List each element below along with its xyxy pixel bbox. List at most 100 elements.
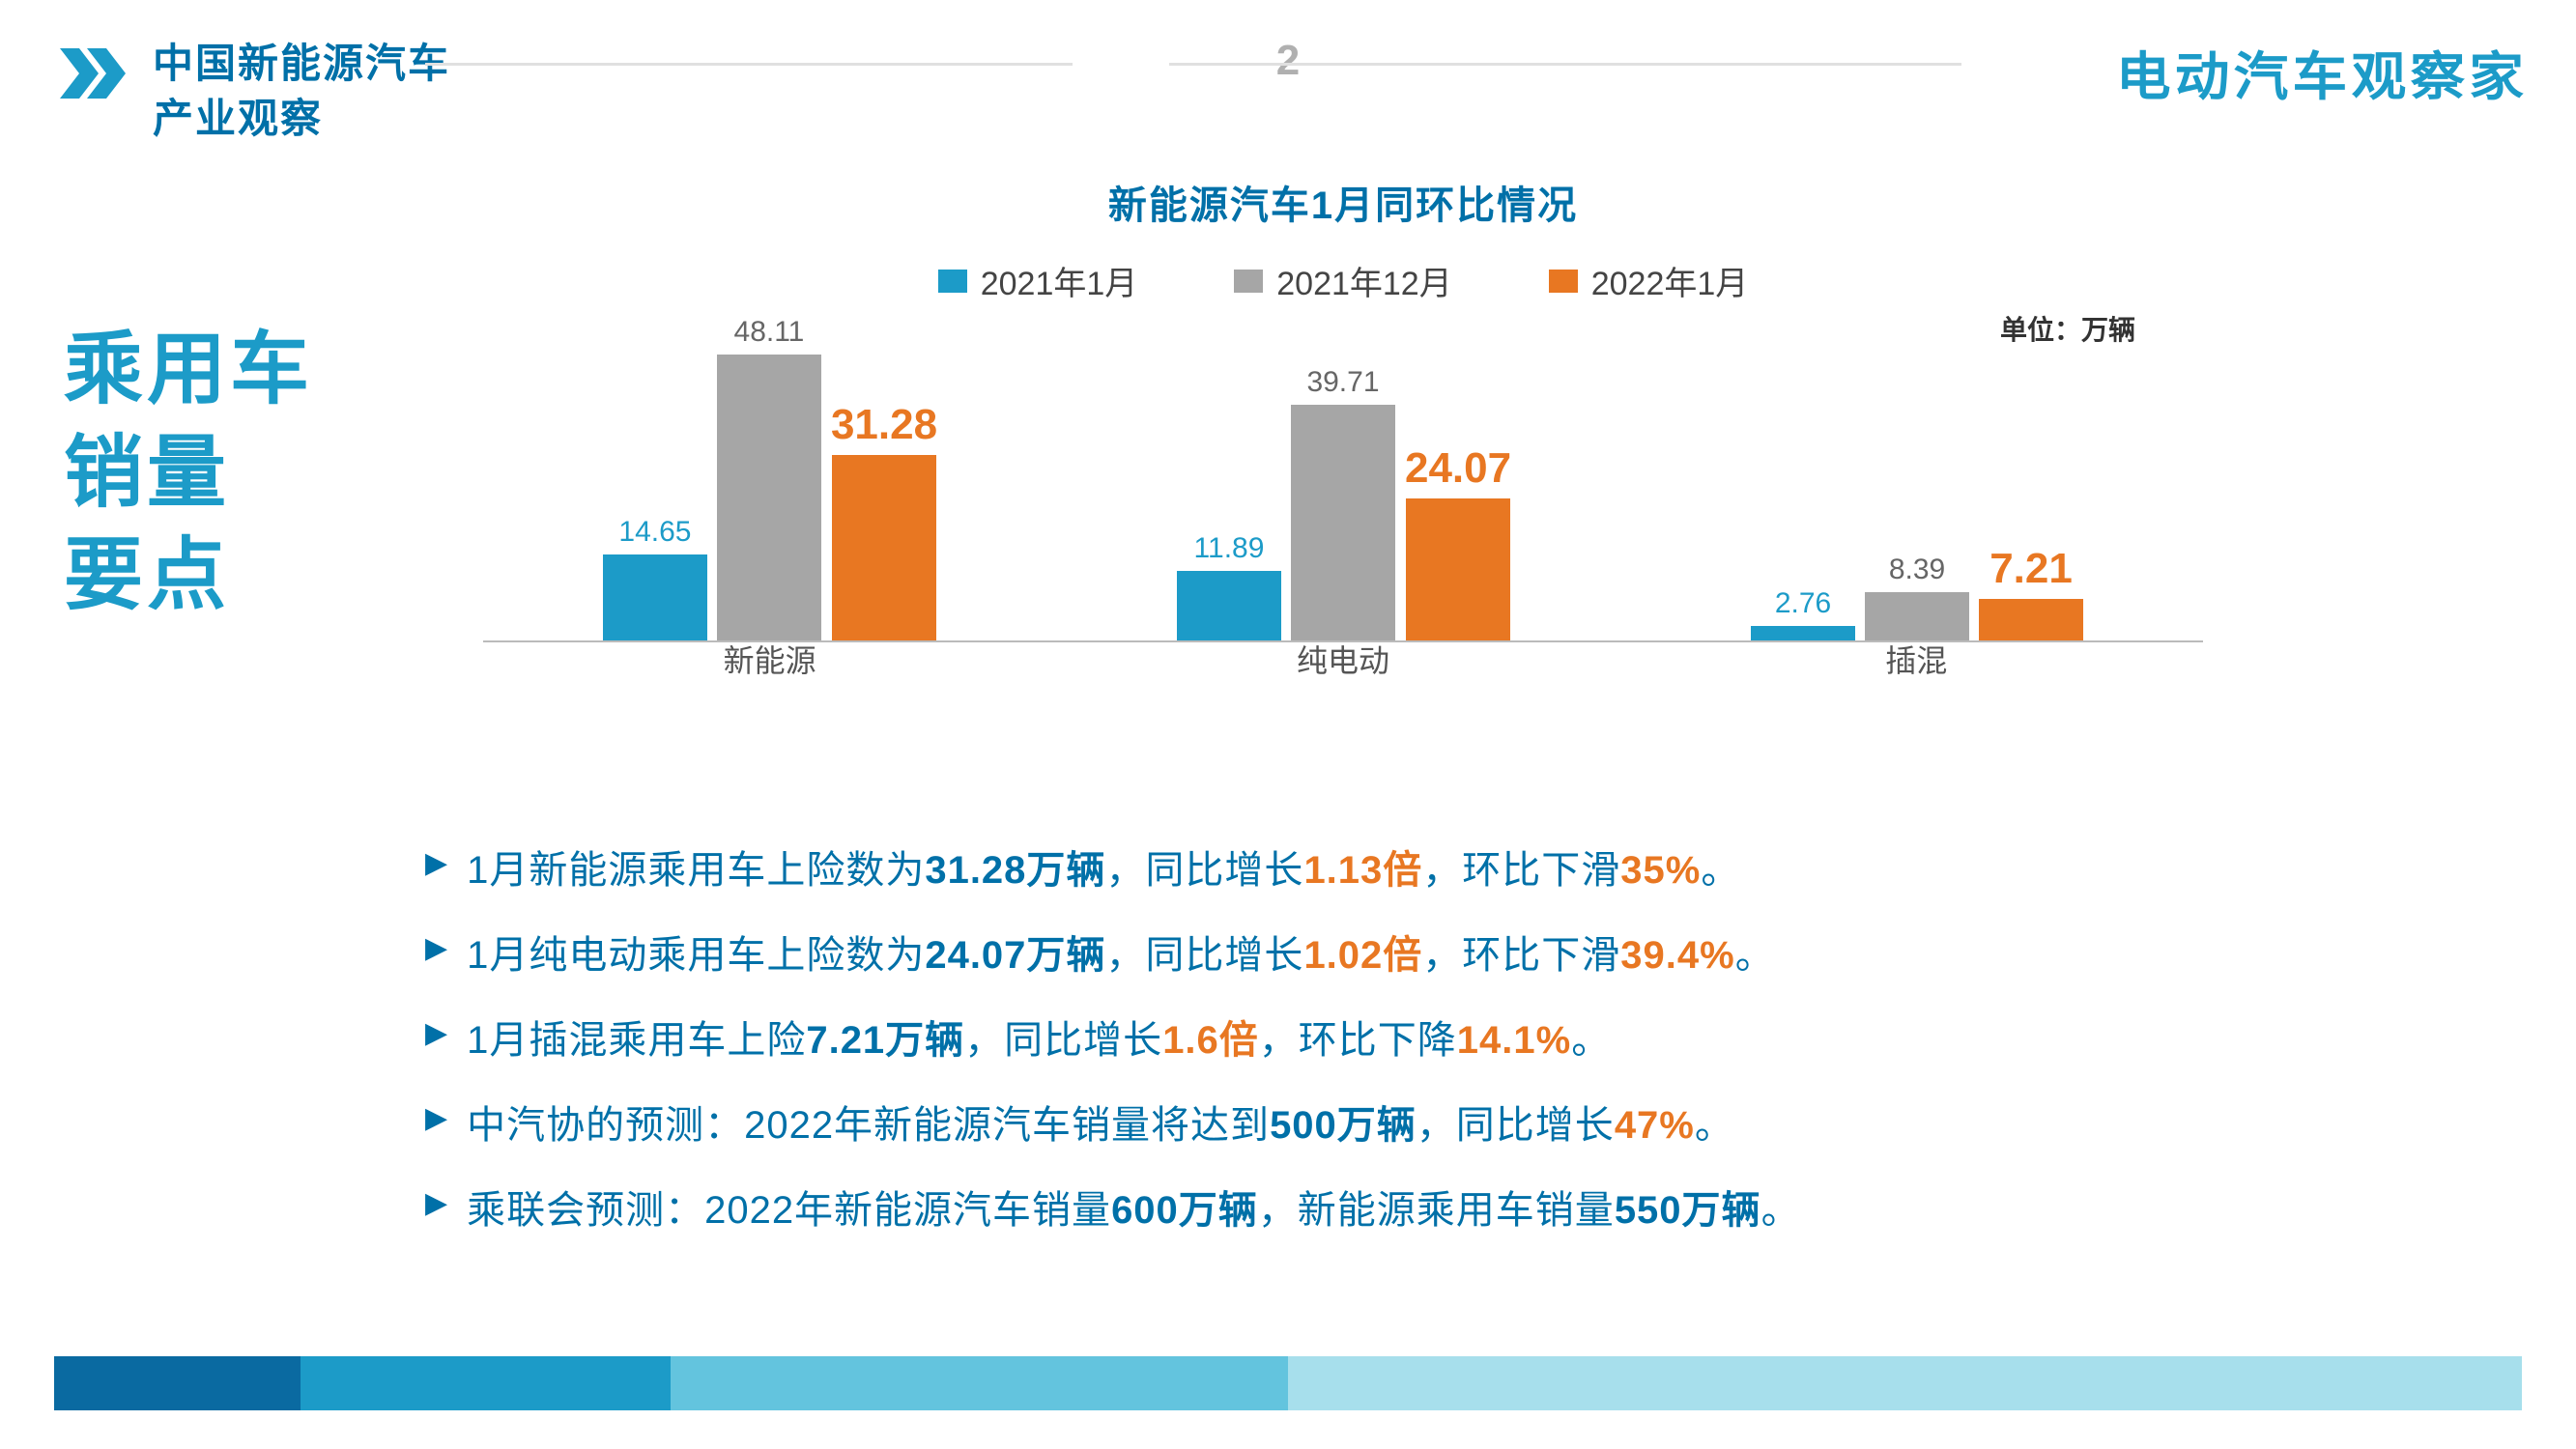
category-label: 新能源 xyxy=(601,637,939,681)
bar-value-label: 7.21 xyxy=(1989,545,2073,593)
bar xyxy=(832,455,936,642)
text-run: ，同比增长 xyxy=(1105,934,1303,977)
text-run: 中汽协的预测：2022年新能源汽车销量将达到 xyxy=(467,1104,1270,1147)
legend-label: 2021年1月 xyxy=(981,257,1138,304)
bold-text: 500万辆 xyxy=(1270,1104,1417,1147)
bullet-text: 1月纯电动乘用车上险数为24.07万辆，同比增长1.02倍，环比下滑39.4%。 xyxy=(467,925,1775,985)
footer-segment xyxy=(1288,1356,2522,1410)
text-run: 。 xyxy=(1761,1189,1801,1232)
highlight-text: 1.13倍 xyxy=(1303,849,1422,892)
text-run: ，同比增长 xyxy=(1105,849,1303,892)
chart-plot: 14.6548.1131.2811.8939.7124.072.768.397.… xyxy=(483,324,2203,681)
legend-swatch xyxy=(1234,270,1263,293)
bold-text: 7.21万辆 xyxy=(806,1019,964,1062)
bar-column: 31.28 xyxy=(831,401,937,642)
section-heading-l2: 销量 xyxy=(64,429,230,517)
bar-value-label: 2.76 xyxy=(1775,587,1831,620)
page-number: 2 xyxy=(1276,37,1300,85)
brand-logo-text: 电动汽车观察家 xyxy=(2116,34,2528,110)
text-run: 。 xyxy=(1695,1104,1734,1147)
triangle-icon: ▶ xyxy=(425,1095,447,1142)
bullet-text: 1月插混乘用车上险7.21万辆，同比增长1.6倍，环比下降14.1%。 xyxy=(467,1010,1611,1070)
footer-segment xyxy=(301,1356,671,1410)
text-run: ，环比下降 xyxy=(1259,1019,1457,1062)
text-run: ，环比下滑 xyxy=(1422,934,1620,977)
bar-column: 2.76 xyxy=(1751,587,1855,642)
legend-swatch xyxy=(1549,270,1578,293)
bullet-item: ▶1月新能源乘用车上险数为31.28万辆，同比增长1.13倍，环比下滑35%。 xyxy=(425,840,2489,900)
bold-text: 550万辆 xyxy=(1615,1189,1761,1232)
bar-value-label: 8.39 xyxy=(1889,554,1945,586)
chevron-icon xyxy=(60,48,129,99)
footer-segment xyxy=(671,1356,1288,1410)
header-rule-left xyxy=(425,63,1073,66)
bullet-text: 乘联会预测：2022年新能源汽车销量600万辆，新能源乘用车销量550万辆。 xyxy=(467,1180,1800,1240)
header-title-line1: 中国新能源汽车 xyxy=(153,41,450,86)
header-title: 中国新能源汽车 产业观察 xyxy=(153,37,450,146)
bar-column: 24.07 xyxy=(1405,444,1511,642)
text-run: 。 xyxy=(1571,1019,1611,1062)
bold-text: 31.28万辆 xyxy=(925,849,1105,892)
bullet-text: 中汽协的预测：2022年新能源汽车销量将达到500万辆，同比增长47%。 xyxy=(467,1095,1734,1155)
text-run: ，同比增长 xyxy=(1417,1104,1615,1147)
bold-text: 600万辆 xyxy=(1111,1189,1258,1232)
chart-category-labels: 新能源 纯电动 插混 xyxy=(483,637,2203,681)
bar-column: 14.65 xyxy=(603,516,707,642)
bar-value-label: 39.71 xyxy=(1306,366,1379,399)
highlight-text: 1.02倍 xyxy=(1303,934,1422,977)
legend-swatch xyxy=(938,270,967,293)
section-heading: 乘用车 销量 要点 xyxy=(64,319,313,628)
highlight-text: 39.4% xyxy=(1620,934,1734,977)
bar xyxy=(603,554,707,642)
bullet-item: ▶ 1月插混乘用车上险7.21万辆，同比增长1.6倍，环比下降14.1%。 xyxy=(425,1010,2489,1070)
text-run: 1月插混乘用车上险 xyxy=(467,1019,806,1062)
legend-item: 2021年12月 xyxy=(1234,257,1451,304)
text-run: ，新能源乘用车销量 xyxy=(1258,1189,1615,1232)
bar-value-label: 14.65 xyxy=(618,516,691,549)
bar xyxy=(1291,405,1395,642)
footer-segment xyxy=(54,1356,301,1410)
triangle-icon: ▶ xyxy=(425,925,447,972)
bar-group: 14.65 48.11 31.28 xyxy=(603,316,937,642)
text-run: 。 xyxy=(1735,934,1775,977)
text-run: ，同比增长 xyxy=(964,1019,1162,1062)
bar xyxy=(1177,571,1281,642)
bar-value-label: 24.07 xyxy=(1405,444,1511,493)
legend-label: 2021年12月 xyxy=(1276,257,1451,304)
highlight-text: 47% xyxy=(1615,1104,1695,1147)
highlight-text: 14.1% xyxy=(1457,1019,1571,1062)
section-heading-l3: 要点 xyxy=(64,531,230,619)
bar-group: 11.89 39.71 24.07 xyxy=(1177,366,1511,642)
bar xyxy=(1865,592,1969,642)
highlight-text: 35% xyxy=(1620,849,1701,892)
text-run: 1月纯电动乘用车上险数为 xyxy=(467,934,925,977)
text-run: 乘联会预测：2022年新能源汽车销量 xyxy=(467,1189,1111,1232)
bar xyxy=(1406,498,1510,642)
bar-group: 2.76 8.39 7.21 xyxy=(1751,545,2083,642)
slide: 中国新能源汽车 产业观察 2 电动汽车观察家 乘用车 销量 要点 新能源汽车1月… xyxy=(0,0,2576,1449)
legend-item: 2022年1月 xyxy=(1549,257,1749,304)
chart: 新能源汽车1月同环比情况 2021年1月2021年12月2022年1月 单位：万… xyxy=(483,174,2203,681)
highlight-text: 1.6倍 xyxy=(1162,1019,1259,1062)
text-run: 1月新能源乘用车上险数为 xyxy=(467,849,925,892)
footer-stripe xyxy=(54,1356,2522,1410)
section-heading-l1: 乘用车 xyxy=(64,326,313,413)
header-title-line2: 产业观察 xyxy=(153,96,323,141)
chart-legend: 2021年1月 2021年12月 2022年1月 xyxy=(483,257,2203,304)
header-rule-right xyxy=(1169,63,1961,66)
bullet-text: 1月新能源乘用车上险数为31.28万辆，同比增长1.13倍，环比下滑35%。 xyxy=(467,840,1740,900)
bar-column: 11.89 xyxy=(1177,532,1281,642)
category-label: 纯电动 xyxy=(1174,637,1512,681)
bold-text: 24.07万辆 xyxy=(925,934,1105,977)
category-label: 插混 xyxy=(1747,637,2085,681)
bullet-list: ▶1月新能源乘用车上险数为31.28万辆，同比增长1.13倍，环比下滑35%。▶… xyxy=(425,840,2489,1265)
bar-column: 48.11 xyxy=(717,316,821,642)
bullet-item: ▶ 中汽协的预测：2022年新能源汽车销量将达到500万辆，同比增长47%。 xyxy=(425,1095,2489,1155)
triangle-icon: ▶ xyxy=(425,1180,447,1227)
bar-value-label: 48.11 xyxy=(734,316,805,349)
bar-column: 7.21 xyxy=(1979,545,2083,642)
bar xyxy=(717,355,821,642)
bar-value-label: 11.89 xyxy=(1194,532,1265,565)
chart-title: 新能源汽车1月同环比情况 xyxy=(483,174,2203,230)
triangle-icon: ▶ xyxy=(425,1010,447,1057)
